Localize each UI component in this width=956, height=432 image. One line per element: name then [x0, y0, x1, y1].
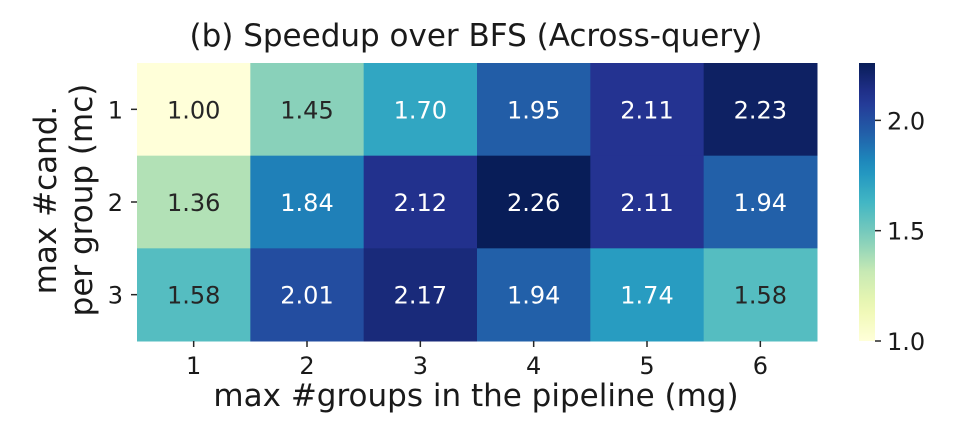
y-tick-label: 2: [108, 189, 123, 217]
y-tick-label: 1: [108, 96, 123, 124]
x-tick-label: 6: [753, 352, 768, 380]
heatmap-cell: [590, 63, 705, 157]
y-axis-ticks: 1 2 3: [108, 96, 137, 310]
x-tick-label: 2: [299, 352, 314, 380]
colorbar: [859, 63, 875, 341]
heatmap-cell-label: 2.23: [734, 96, 787, 124]
heatmap-cells: [137, 63, 818, 342]
heatmap-cell: [703, 155, 818, 249]
heatmap-cell-label: 1.95: [507, 96, 560, 124]
heatmap-cell-label: 1.94: [734, 189, 787, 217]
heatmap-cell-label: 1.70: [394, 96, 447, 124]
heatmap-cell-label: 1.00: [167, 96, 220, 124]
heatmap-cell-label: 2.11: [620, 96, 673, 124]
heatmap-cell: [703, 63, 818, 157]
colorbar-tick-label: 1.5: [887, 218, 925, 246]
heatmap-cell: [137, 155, 251, 249]
heatmap-cell-label: 2.17: [394, 282, 447, 310]
heatmap-cell-label: 1.36: [167, 189, 220, 217]
y-axis-label-line-1: max #cand.: [28, 106, 64, 295]
heatmap-cell: [363, 248, 478, 342]
heatmap-cell-label: 1.58: [167, 282, 220, 310]
heatmap-cell: [363, 63, 478, 157]
heatmap-cell: [703, 248, 818, 342]
colorbar-tick-label: 2.0: [887, 107, 925, 135]
heatmap-cell: [477, 248, 591, 342]
heatmap-cell-label: 2.11: [620, 189, 673, 217]
heatmap-cell-label: 2.26: [507, 189, 560, 217]
heatmap-cell-label: 2.12: [394, 189, 447, 217]
heatmap-cell-label: 2.01: [280, 282, 333, 310]
chart-title: (b) Speedup over BFS (Across-query): [189, 18, 762, 54]
x-tick-label: 5: [639, 352, 654, 380]
heatmap-cell-label: 1.74: [620, 282, 673, 310]
y-tick-label: 3: [108, 282, 123, 310]
heatmap-cell-label: 1.58: [734, 282, 787, 310]
heatmap-cell: [137, 63, 251, 157]
heatmap-cell: [250, 155, 365, 249]
y-axis-label-line-2: per group (mc): [64, 84, 100, 317]
x-axis-ticks: 1 2 3 4 5 6: [186, 341, 768, 380]
heatmap-cell: [477, 155, 591, 249]
x-tick-label: 3: [413, 352, 428, 380]
heatmap-cell: [250, 248, 365, 342]
x-tick-label: 4: [526, 352, 541, 380]
x-tick-label: 1: [186, 352, 201, 380]
heatmap-cell-label: 1.94: [507, 282, 560, 310]
heatmap-cell: [590, 155, 705, 249]
heatmap-cell: [477, 63, 591, 157]
heatmap-cell: [590, 248, 705, 342]
colorbar-tick-label: 1.0: [887, 328, 925, 356]
heatmap-cell: [250, 63, 365, 157]
x-axis-label: max #groups in the pipeline (mg): [213, 378, 738, 414]
heatmap-cell-label: 1.84: [280, 189, 333, 217]
y-axis-label: max #cand. per group (mc): [28, 84, 100, 317]
colorbar-ticks: 1.0 1.5 2.0: [875, 107, 925, 356]
heatmap-cell-label: 1.45: [280, 96, 333, 124]
heatmap-cell: [363, 155, 478, 249]
heatmap-cell-labels: 1.00 1.45 1.70 1.95 2.11 2.23 1.36 1.84 2.12 2.26…: [167, 96, 787, 309]
heatmap-cell: [137, 248, 251, 342]
